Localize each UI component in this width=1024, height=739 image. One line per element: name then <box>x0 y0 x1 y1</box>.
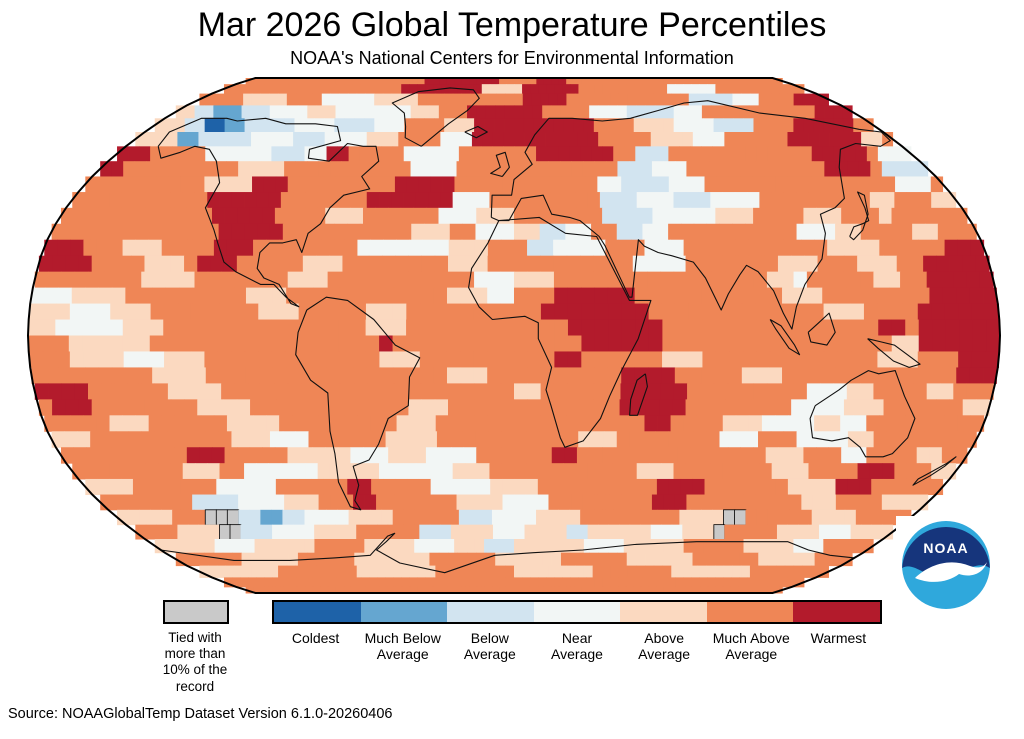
grid-cells <box>28 78 1001 594</box>
legend-label-B: Below Average <box>463 630 516 663</box>
legend-labels: Coldest Much Below Average Below Average Ne… <box>272 630 882 662</box>
source-credit: Source: NOAAGlobalTemp Dataset Version 6… <box>8 706 393 722</box>
noaa-logo: NOAA <box>896 516 996 614</box>
legend-label-U: Much Above Average <box>712 630 790 663</box>
legend-colorbar <box>272 600 882 624</box>
legend-label-W: Warmest <box>810 630 867 646</box>
coastlines <box>157 87 957 574</box>
legend-tied-swatch <box>163 600 229 624</box>
legend-segment-W <box>793 602 881 622</box>
legend-label-A: Above Average <box>638 630 691 663</box>
map-outline <box>26 77 1002 594</box>
legend-label-N: Near Average <box>551 630 603 663</box>
svg-text:NOAA: NOAA <box>923 540 968 556</box>
page-subtitle: NOAA's National Centers for Environmenta… <box>290 48 734 68</box>
legend-segment-N <box>533 602 621 622</box>
legend-segment-M <box>360 602 448 622</box>
legend-segment-U <box>706 602 794 622</box>
legend-tied-label: Tied with more than 10% of the record <box>162 630 228 694</box>
legend-label-M: Much Below Average <box>364 630 441 663</box>
legend-label-C: Coldest <box>291 630 340 646</box>
legend-segment-C <box>274 602 361 622</box>
page-title: Mar 2026 Global Temperature Percentiles <box>197 6 827 44</box>
legend: Tied with more than 10% of the record Co… <box>0 600 1024 700</box>
legend-segment-A <box>620 602 707 622</box>
legend-segment-B <box>447 602 534 622</box>
